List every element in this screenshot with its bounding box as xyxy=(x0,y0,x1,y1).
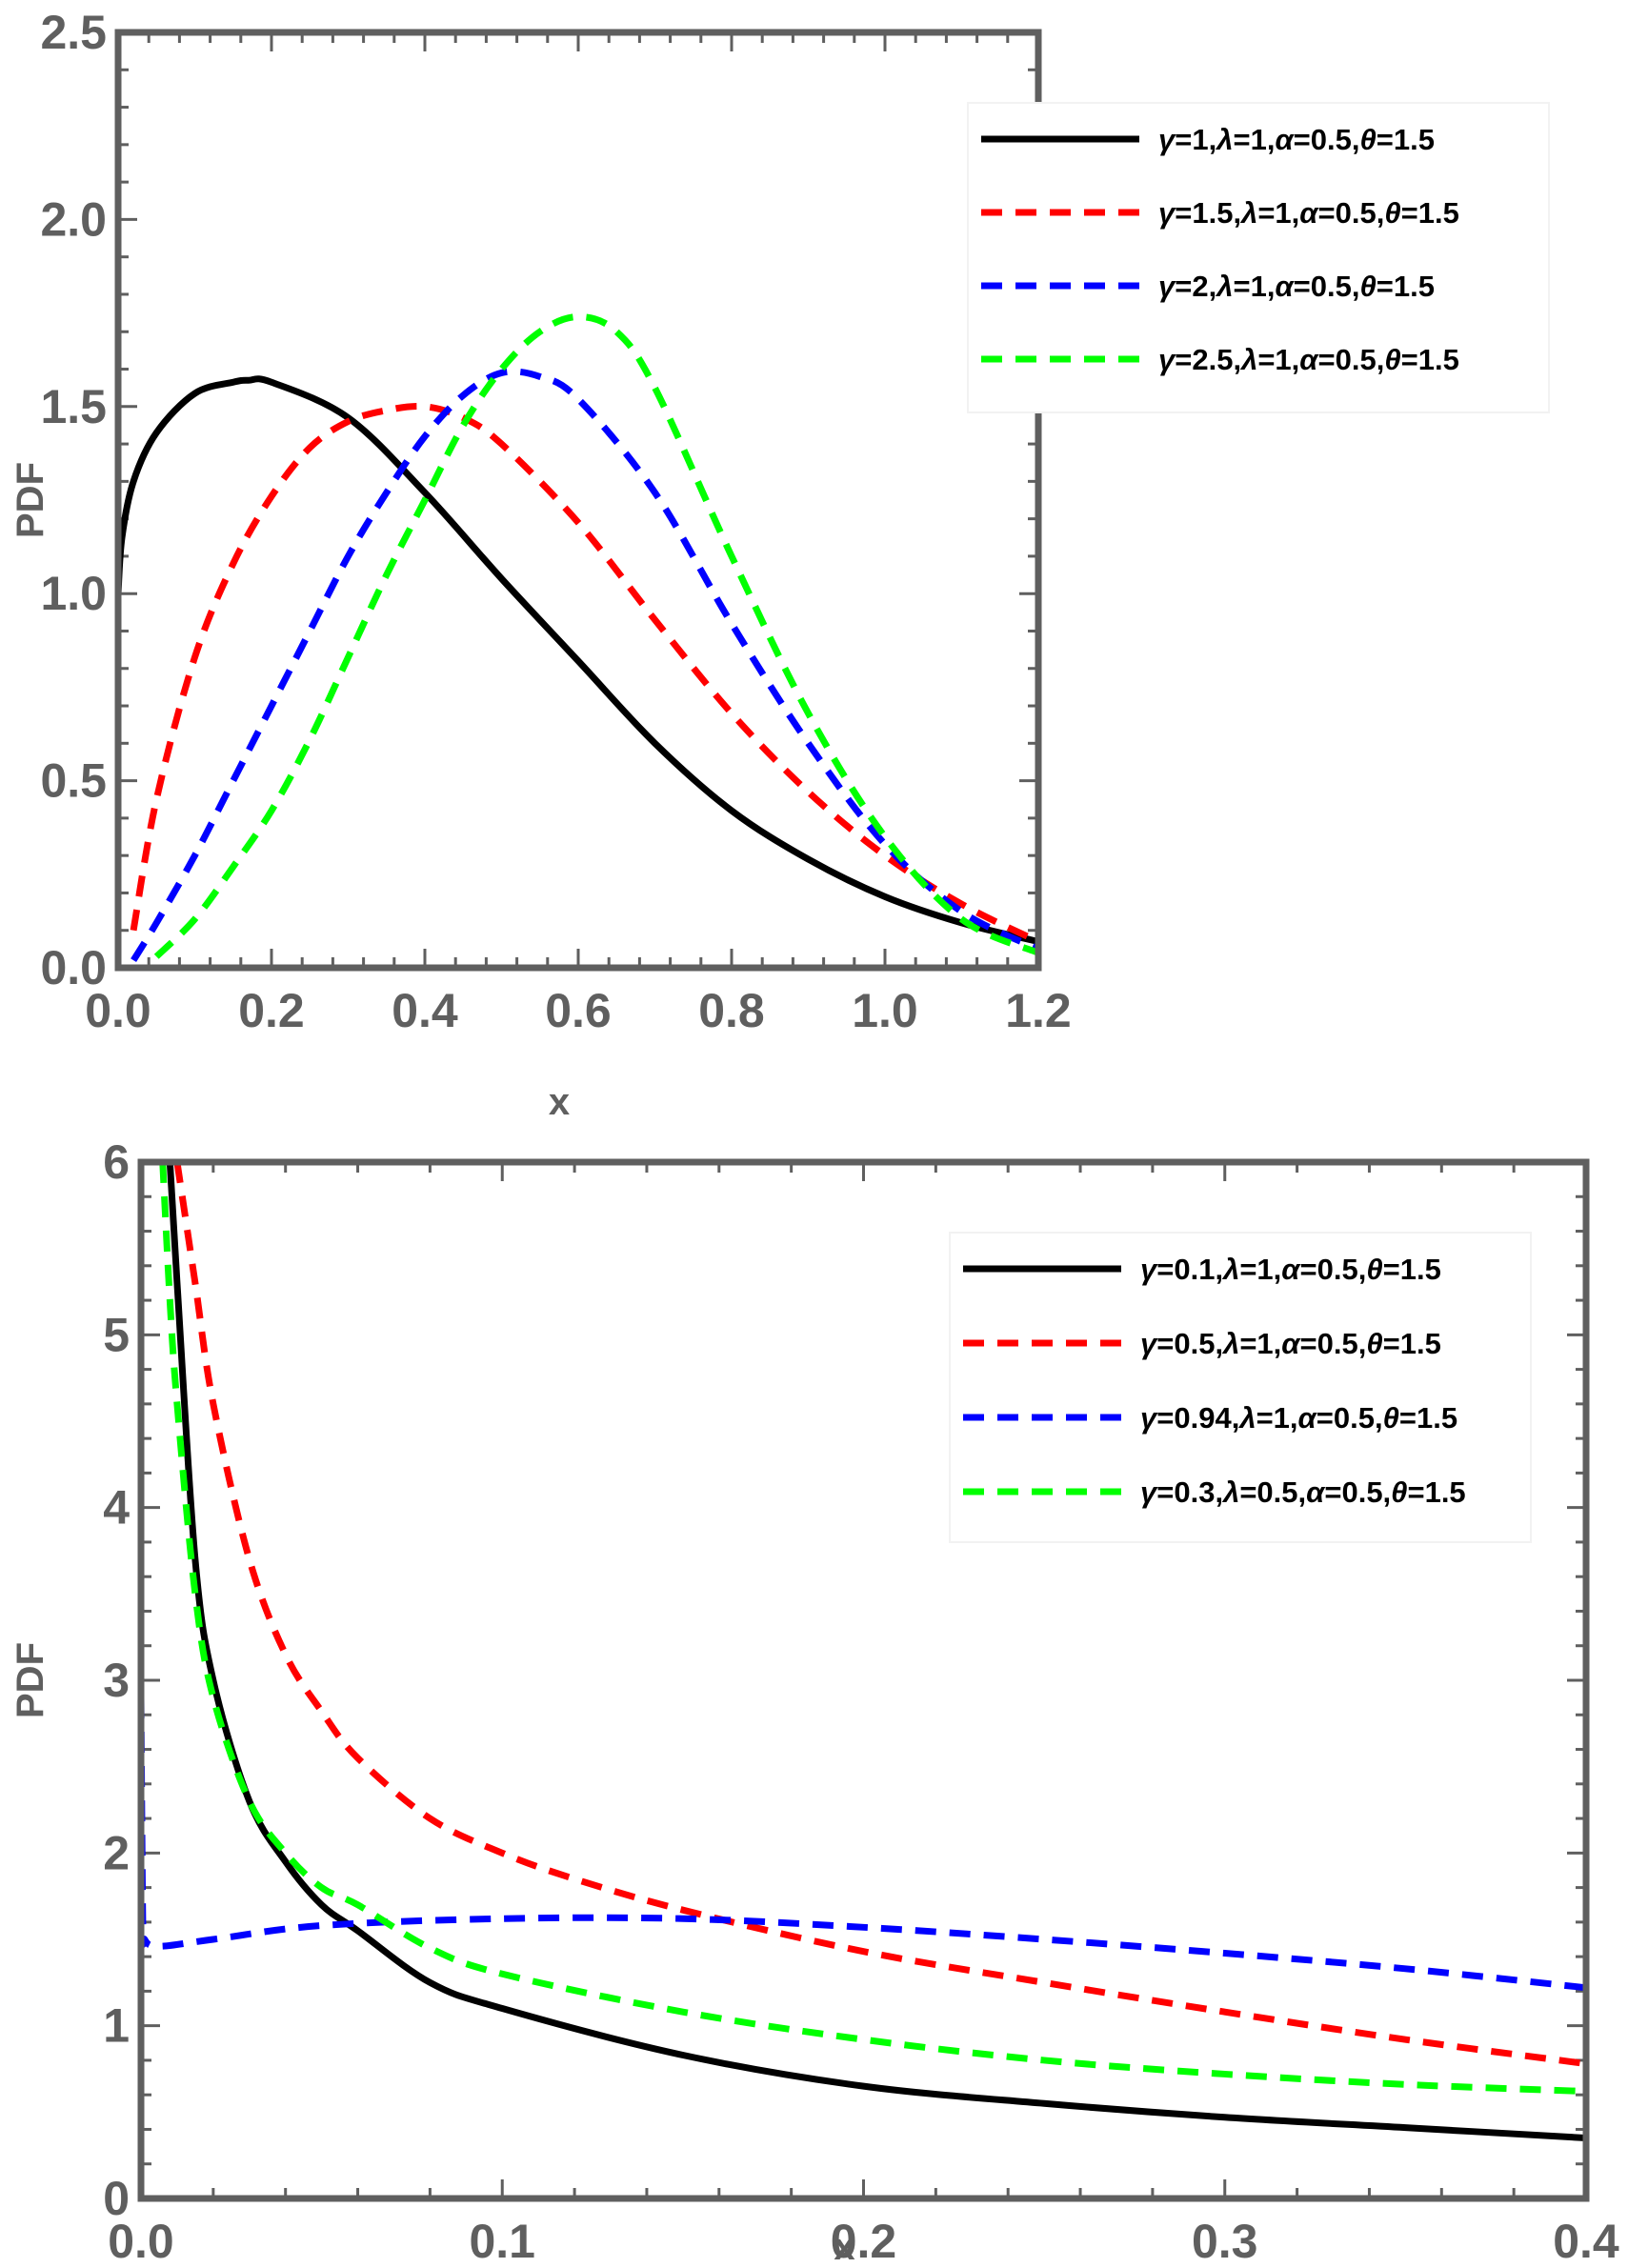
x-tick-label: 0.1 xyxy=(469,2215,535,2268)
x-axis-label: x xyxy=(549,1081,570,1123)
legend-label-3: γ=0.94,λ=1,α=0.5,θ=1.5 xyxy=(1140,1401,1457,1435)
y-axis-label: PDF xyxy=(10,462,51,538)
series-line-2 xyxy=(130,402,1038,945)
y-tick-label: 2 xyxy=(103,1826,130,1879)
series-group xyxy=(118,313,1038,962)
y-tick-label: 0.5 xyxy=(40,754,107,808)
series-line-1 xyxy=(166,1162,1586,2142)
series-line-1 xyxy=(118,375,1038,945)
chart-panel-1: 0.0 0.2 0.4 0.6 0.8 1.0 1.2 0.0 0.5 1.0 1.5 2.0 2.5 x… xyxy=(10,6,1550,1123)
y-tick-label: 0 xyxy=(103,2172,130,2225)
y-tick-label: 1.5 xyxy=(40,380,107,433)
y-tick-label: 2.5 xyxy=(40,6,107,59)
x-tick-label: 0.8 xyxy=(698,984,765,1037)
legend: γ=1,λ=1,α=0.5,θ=1.5 γ=1.5,λ=1,α=0.5,θ=1.5… xyxy=(967,102,1550,413)
plot-frame xyxy=(114,29,1042,972)
legend-label-2: γ=0.5,λ=1,α=0.5,θ=1.5 xyxy=(1140,1327,1441,1360)
y-tick-label: 3 xyxy=(103,1654,130,1707)
x-tick-label: 1.2 xyxy=(1005,984,1072,1037)
series-line-3 xyxy=(131,368,1038,962)
y-tick-label: 4 xyxy=(103,1481,130,1535)
y-tick-label: 6 xyxy=(103,1135,130,1189)
y-axis-label: PDF xyxy=(10,1642,51,1718)
y-tick-label: 1.0 xyxy=(40,567,107,620)
legend-label-4: γ=0.3,λ=0.5,α=0.5,θ=1.5 xyxy=(1140,1475,1466,1509)
series-group xyxy=(141,1162,1586,2142)
x-tick-label: 0.3 xyxy=(1192,2215,1258,2268)
x-tick-label: 0.4 xyxy=(392,984,458,1037)
x-tick-label: 1.0 xyxy=(852,984,918,1037)
x-tick-label: 0.2 xyxy=(238,984,305,1037)
series-line-4 xyxy=(153,313,1038,959)
x-axis-label: x xyxy=(834,2226,854,2268)
y-tick-label: 1 xyxy=(103,1999,130,2053)
legend-label-1: γ=1,λ=1,α=0.5,θ=1.5 xyxy=(1158,123,1435,156)
y-tick-label: 2.0 xyxy=(40,192,107,246)
legend: γ=0.1,λ=1,α=0.5,θ=1.5 γ=0.5,λ=1,α=0.5,θ=1… xyxy=(949,1232,1532,1543)
y-tick-label: 5 xyxy=(103,1308,130,1361)
x-tick-label: 0.6 xyxy=(545,984,612,1037)
x-tick-label: 0.4 xyxy=(1553,2215,1619,2268)
x-tick-label: 0.0 xyxy=(85,984,151,1037)
plot-frame xyxy=(137,1158,1590,2202)
x-tick-label: 0.2 xyxy=(831,2215,897,2268)
y-tick-label: 0.0 xyxy=(40,941,107,994)
x-tick-label: 0.0 xyxy=(108,2215,174,2268)
legend-label-1: γ=0.1,λ=1,α=0.5,θ=1.5 xyxy=(1140,1253,1441,1286)
chart-panel-2: 0.0 0.1 0.2 0.3 0.4 0 1 2 3 4 5 6 x PDF γ=0.1,λ=1,α=0.… xyxy=(10,1135,1619,2268)
series-line-4 xyxy=(159,1162,1586,2096)
series-line-3 xyxy=(141,1697,1586,1992)
legend-label-2: γ=1.5,λ=1,α=0.5,θ=1.5 xyxy=(1158,196,1459,230)
legend-label-4: γ=2.5,λ=1,α=0.5,θ=1.5 xyxy=(1158,343,1459,376)
legend-label-3: γ=2,λ=1,α=0.5,θ=1.5 xyxy=(1158,270,1435,303)
